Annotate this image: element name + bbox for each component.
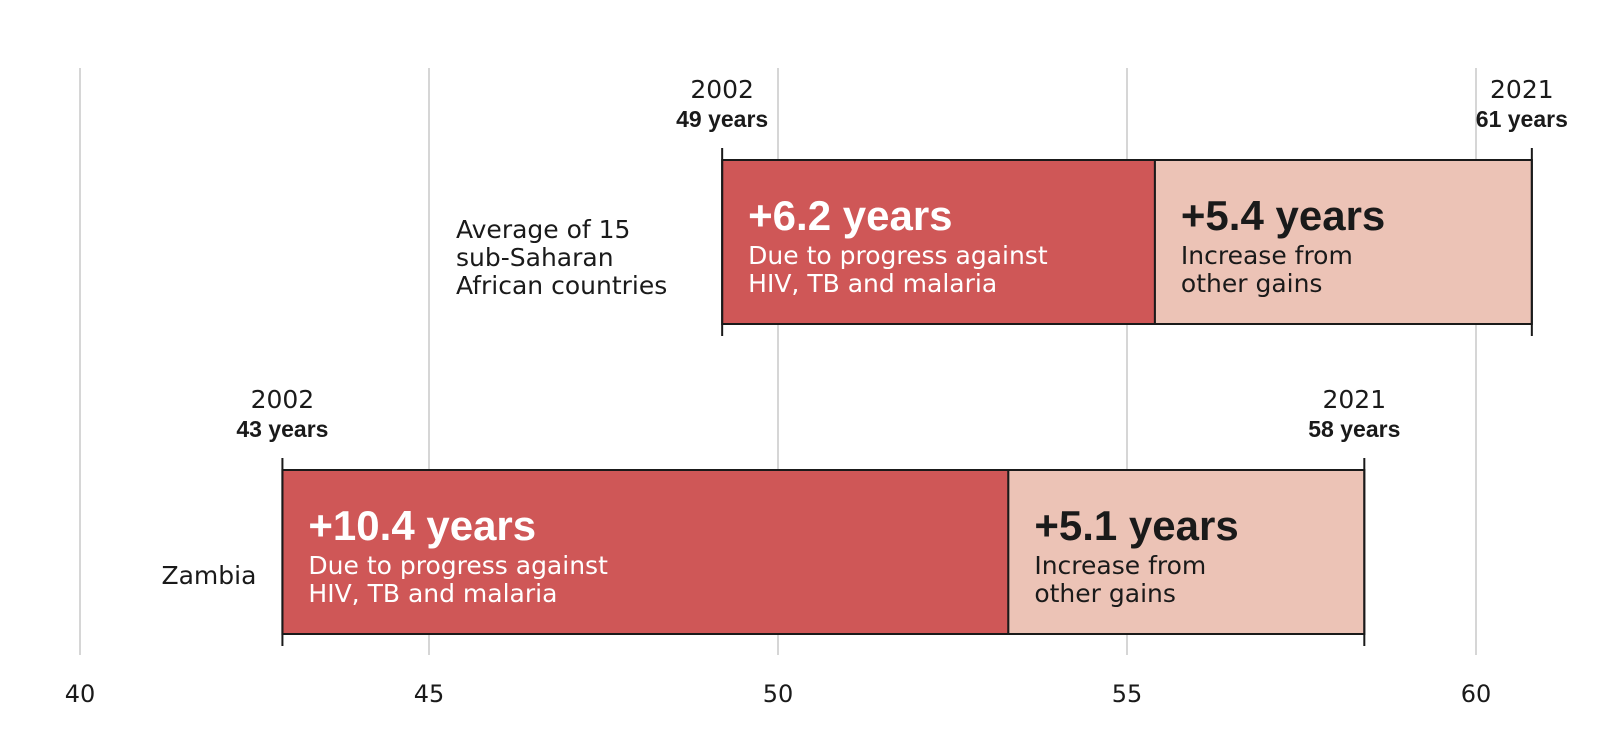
start-value-label: 43 years xyxy=(236,416,328,442)
other-value-label: +5.4 years xyxy=(1181,192,1385,239)
other-value-label: +5.1 years xyxy=(1034,502,1238,549)
progress-value-label: +10.4 years xyxy=(308,502,536,549)
progress-text-line: HIV, TB and malaria xyxy=(748,269,997,298)
progress-value-label: +6.2 years xyxy=(748,192,952,239)
end-value-label: 61 years xyxy=(1476,106,1568,132)
start-value-label: 49 years xyxy=(676,106,768,132)
other-text-line: other gains xyxy=(1034,579,1176,608)
x-tick-label: 60 xyxy=(1461,680,1492,708)
start-year-label: 2002 xyxy=(690,75,754,104)
row-label: Zambia xyxy=(161,561,256,590)
other-gains-bar xyxy=(1153,159,1533,325)
x-axis-ticks: 40 45 50 55 60 xyxy=(65,680,1492,708)
end-value-label: 58 years xyxy=(1308,416,1400,442)
progress-text-line: Due to progress against xyxy=(748,241,1048,270)
end-year-label: 2021 xyxy=(1490,75,1554,104)
other-gains-bar xyxy=(1007,469,1366,635)
row-label: African countries xyxy=(456,271,667,300)
other-text-line: other gains xyxy=(1181,269,1323,298)
row-label: sub-Saharan xyxy=(456,243,614,272)
x-tick-label: 45 xyxy=(414,680,445,708)
progress-bar xyxy=(721,159,1156,325)
progress-text-line: HIV, TB and malaria xyxy=(308,579,557,608)
other-text-line: Increase from xyxy=(1034,551,1206,580)
row-label: Average of 15 xyxy=(456,215,630,244)
start-year-label: 2002 xyxy=(251,385,315,414)
other-text-line: Increase from xyxy=(1181,241,1353,270)
progress-text-line: Due to progress against xyxy=(308,551,608,580)
x-tick-label: 40 xyxy=(65,680,96,708)
x-tick-label: 55 xyxy=(1112,680,1143,708)
progress-bar xyxy=(281,469,1010,635)
x-tick-label: 50 xyxy=(763,680,794,708)
end-year-label: 2021 xyxy=(1323,385,1387,414)
